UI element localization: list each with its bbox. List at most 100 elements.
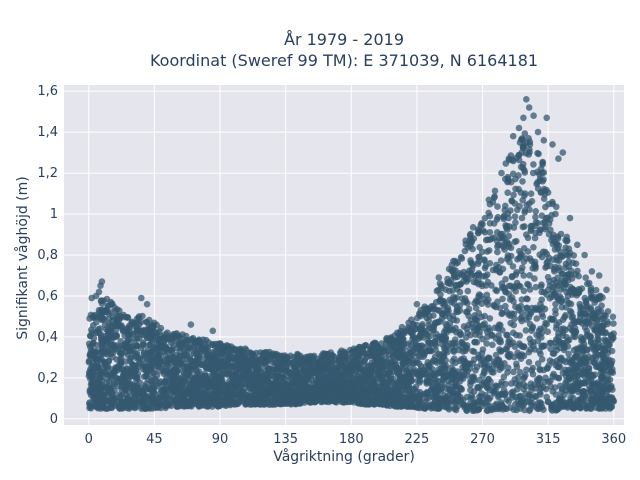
data-point (156, 354, 163, 361)
data-point (497, 257, 505, 264)
data-point (513, 406, 520, 414)
data-point (502, 302, 509, 310)
data-point (587, 284, 595, 292)
data-point (358, 391, 366, 399)
data-point (541, 218, 548, 226)
data-point (518, 135, 526, 142)
data-point (200, 372, 208, 380)
data-point (164, 329, 171, 337)
data-point (542, 203, 549, 211)
data-point (486, 354, 493, 362)
data-point (435, 350, 443, 358)
data-point (113, 321, 121, 329)
data-point (538, 281, 545, 289)
data-point (543, 393, 550, 401)
data-point (186, 344, 193, 352)
data-point (187, 400, 195, 407)
data-point (488, 331, 496, 339)
data-point (433, 380, 440, 388)
data-point (90, 334, 98, 342)
data-point (445, 404, 453, 411)
data-point (168, 346, 175, 354)
data-point (450, 270, 458, 278)
data-point (237, 346, 245, 353)
data-point (548, 293, 556, 301)
data-point (88, 326, 95, 334)
data-point (469, 394, 476, 402)
data-point (135, 395, 143, 402)
data-point (107, 309, 115, 316)
data-point (604, 349, 612, 357)
data-point (483, 379, 490, 387)
data-point (125, 379, 132, 387)
data-point (372, 396, 380, 404)
data-point (490, 369, 497, 376)
data-point (452, 359, 459, 367)
data-point (363, 374, 371, 381)
data-point (515, 306, 523, 314)
data-point (128, 397, 135, 405)
data-point (520, 287, 528, 295)
data-point (544, 273, 552, 281)
data-point (464, 287, 472, 295)
data-point (604, 320, 611, 328)
data-point (491, 324, 499, 332)
data-point (87, 351, 94, 359)
data-point (315, 384, 322, 392)
data-point (433, 359, 441, 367)
data-point (538, 212, 546, 219)
data-point (531, 258, 539, 266)
data-point (523, 295, 530, 303)
data-point (584, 346, 591, 353)
data-point (521, 223, 528, 230)
data-point (497, 348, 505, 355)
data-point (493, 238, 501, 245)
data-point (569, 327, 576, 335)
data-point (539, 248, 547, 256)
data-point (563, 377, 570, 385)
data-point (562, 312, 569, 319)
data-point (348, 390, 356, 398)
data-point (86, 404, 93, 412)
data-point (555, 242, 563, 249)
data-point (427, 401, 435, 408)
data-point (484, 278, 492, 286)
data-point (492, 286, 499, 294)
data-point (582, 359, 590, 367)
data-point (552, 283, 559, 290)
data-point (128, 360, 136, 368)
data-point (542, 374, 549, 382)
data-point (598, 345, 606, 352)
data-point (242, 346, 250, 354)
data-point (540, 366, 547, 374)
data-point (467, 386, 474, 394)
data-point (568, 314, 575, 321)
data-point (564, 343, 572, 350)
data-point (194, 346, 202, 354)
data-point (568, 309, 575, 316)
data-point (568, 359, 575, 366)
data-point (581, 380, 588, 387)
data-point (509, 388, 517, 396)
data-point (146, 341, 154, 349)
data-point (161, 337, 169, 345)
data-point (609, 313, 617, 321)
data-point (492, 351, 500, 359)
data-point (484, 236, 492, 243)
data-points (85, 96, 617, 415)
data-point (498, 378, 505, 386)
chart-title-line2: Koordinat (Sweref 99 TM): E 371039, N 61… (150, 51, 538, 70)
data-point (152, 329, 160, 337)
data-point (389, 352, 397, 360)
data-point (541, 342, 548, 350)
data-point (567, 267, 575, 275)
data-point (564, 369, 571, 376)
data-point (496, 268, 503, 276)
data-point (170, 387, 178, 395)
data-point (574, 318, 582, 325)
data-point (547, 226, 554, 234)
data-point (562, 281, 569, 288)
data-point (546, 216, 554, 223)
data-point (235, 390, 242, 398)
data-point (116, 349, 123, 356)
